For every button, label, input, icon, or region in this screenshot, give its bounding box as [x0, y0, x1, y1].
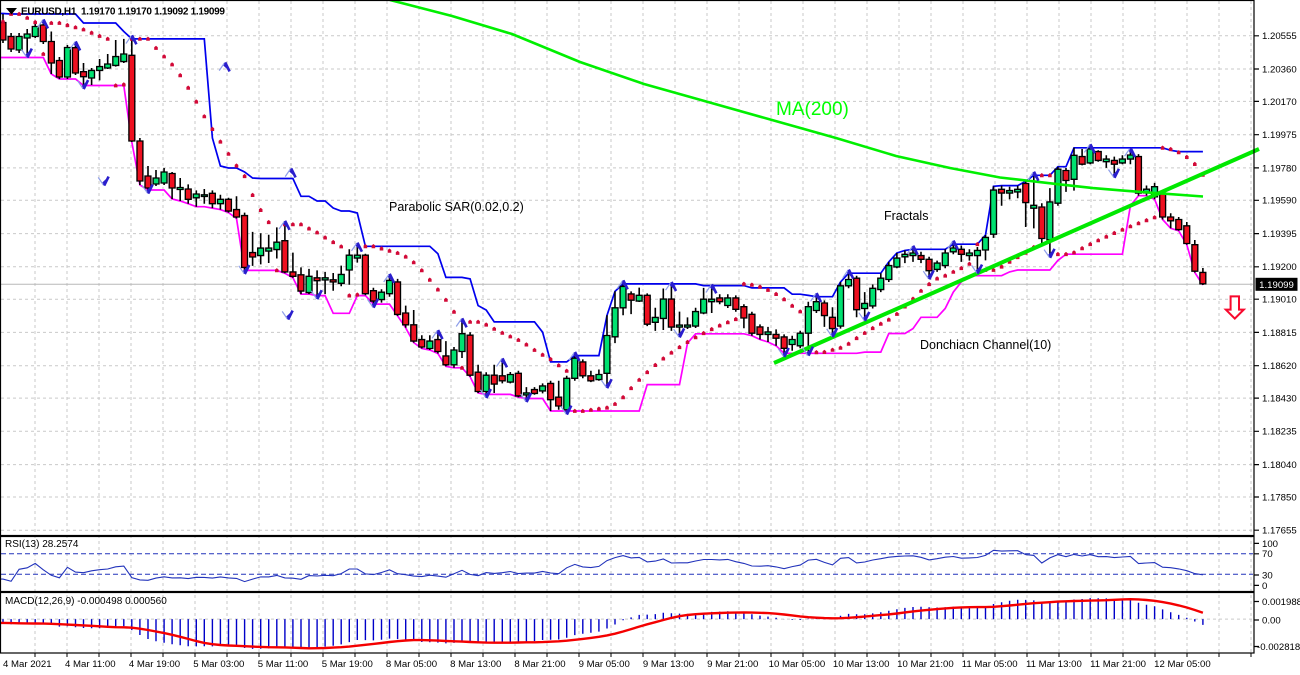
svg-text:1.17655: 1.17655 [1262, 526, 1297, 537]
svg-text:0.001988: 0.001988 [1262, 597, 1300, 608]
svg-text:8 Mar 05:00: 8 Mar 05:00 [386, 659, 437, 670]
svg-text:5 Mar 03:00: 5 Mar 03:00 [193, 659, 244, 670]
svg-text:4 Mar 11:00: 4 Mar 11:00 [65, 659, 115, 670]
svg-text:1.17850: 1.17850 [1262, 492, 1297, 503]
svg-text:9 Mar 05:00: 9 Mar 05:00 [579, 659, 630, 670]
svg-text:4 Mar 19:00: 4 Mar 19:00 [129, 659, 180, 670]
svg-text:10 Mar 21:00: 10 Mar 21:00 [897, 659, 954, 670]
svg-text:EURUSD,H1 1.19170 1.19170 1.1: EURUSD,H1 1.19170 1.19170 1.19092 1.1909… [21, 7, 225, 18]
svg-text:1.18620: 1.18620 [1262, 361, 1297, 372]
svg-text:10 Mar 13:00: 10 Mar 13:00 [833, 659, 890, 670]
svg-text:10 Mar 05:00: 10 Mar 05:00 [769, 659, 826, 670]
svg-text:5 Mar 11:00: 5 Mar 11:00 [258, 659, 308, 670]
svg-text:0: 0 [1262, 581, 1267, 592]
svg-text:1.19010: 1.19010 [1262, 295, 1297, 306]
svg-text:-0.002818: -0.002818 [1257, 642, 1300, 653]
svg-text:5 Mar 19:00: 5 Mar 19:00 [322, 659, 373, 670]
svg-text:1.18040: 1.18040 [1262, 460, 1297, 471]
svg-text:MACD(12,26,9) -0.000498 0.0005: MACD(12,26,9) -0.000498 0.000560 [5, 596, 167, 607]
svg-text:1.19975: 1.19975 [1262, 130, 1297, 141]
svg-text:Parabolic SAR(0.02,0.2): Parabolic SAR(0.02,0.2) [389, 200, 524, 214]
svg-text:1.19099: 1.19099 [1259, 280, 1294, 291]
svg-text:Fractals: Fractals [884, 209, 928, 223]
svg-text:30: 30 [1262, 570, 1273, 581]
svg-text:1.19780: 1.19780 [1262, 163, 1297, 174]
svg-text:0.00: 0.00 [1262, 615, 1281, 626]
svg-text:RSI(13) 28.2574: RSI(13) 28.2574 [5, 539, 79, 550]
svg-text:1.20360: 1.20360 [1262, 64, 1297, 75]
svg-text:11 Mar 21:00: 11 Mar 21:00 [1090, 659, 1146, 670]
svg-text:11 Mar 05:00: 11 Mar 05:00 [962, 659, 1018, 670]
svg-text:1.20170: 1.20170 [1262, 97, 1297, 108]
svg-text:1.18235: 1.18235 [1262, 427, 1297, 438]
svg-text:8 Mar 21:00: 8 Mar 21:00 [514, 659, 565, 670]
svg-text:100: 100 [1262, 539, 1278, 550]
svg-text:Donchiacn Channel(10): Donchiacn Channel(10) [920, 338, 1051, 352]
svg-text:1.19395: 1.19395 [1262, 229, 1297, 240]
svg-text:9 Mar 21:00: 9 Mar 21:00 [707, 659, 758, 670]
svg-text:8 Mar 13:00: 8 Mar 13:00 [450, 659, 501, 670]
svg-text:4 Mar 2021: 4 Mar 2021 [3, 659, 52, 670]
svg-text:1.19590: 1.19590 [1262, 196, 1297, 207]
svg-text:9 Mar 13:00: 9 Mar 13:00 [643, 659, 694, 670]
svg-text:12 Mar 05:00: 12 Mar 05:00 [1154, 659, 1211, 670]
svg-text:MA(200): MA(200) [776, 99, 849, 120]
svg-text:11 Mar 13:00: 11 Mar 13:00 [1026, 659, 1082, 670]
svg-text:1.20555: 1.20555 [1262, 31, 1297, 42]
svg-text:70: 70 [1262, 549, 1273, 560]
svg-text:1.18430: 1.18430 [1262, 394, 1297, 405]
svg-text:1.19200: 1.19200 [1262, 262, 1297, 273]
svg-text:1.18815: 1.18815 [1262, 328, 1297, 339]
